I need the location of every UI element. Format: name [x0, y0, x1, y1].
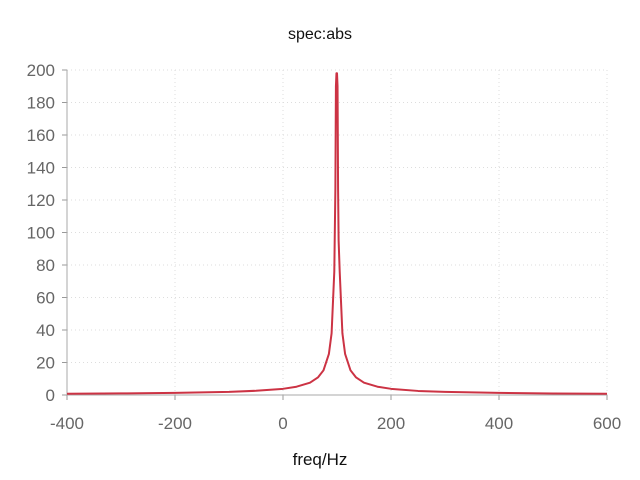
y-tick-label: 200 [27, 61, 55, 80]
y-tick-label: 160 [27, 126, 55, 145]
y-tick-label: 180 [27, 94, 55, 113]
y-tick-label: 60 [36, 289, 55, 308]
series-line [66, 72, 608, 395]
axes [62, 69, 608, 400]
y-tick-label: 0 [46, 386, 55, 405]
y-tick-label: 40 [36, 321, 55, 340]
y-tick-label: 140 [27, 159, 55, 178]
y-tick-label: 120 [27, 191, 55, 210]
x-tick-label: -400 [50, 414, 84, 433]
tick-labels: 0 20 40 60 80 100 120 140 160 180 200 -400 -200 0 200 4… [27, 61, 622, 433]
x-tick-label: 400 [485, 414, 513, 433]
x-tick-label: 0 [278, 414, 287, 433]
x-tick-label: 200 [377, 414, 405, 433]
x-axis-label: freq/Hz [292, 450, 348, 469]
x-tick-label: -200 [158, 414, 192, 433]
y-tick-label: 20 [36, 354, 55, 373]
chart-title: spec:abs [287, 26, 353, 43]
y-tick-label: 100 [27, 224, 55, 243]
y-tick-label: 80 [36, 256, 55, 275]
series-layer [66, 72, 608, 395]
x-tick-label: 600 [593, 414, 621, 433]
